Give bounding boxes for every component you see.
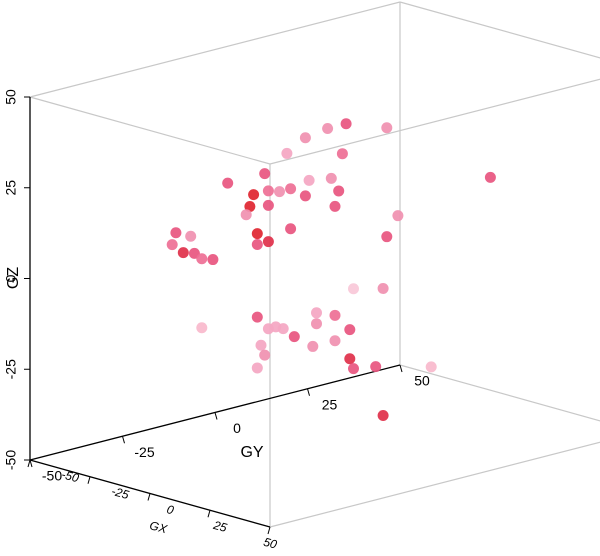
point (244, 200, 256, 212)
point (251, 239, 263, 251)
x-tick (147, 493, 151, 501)
point (381, 231, 393, 243)
point (196, 322, 208, 334)
x-tick (207, 510, 211, 518)
point (274, 186, 285, 198)
x-tick-label: -25 (110, 484, 131, 502)
point (307, 340, 319, 352)
point (259, 168, 271, 180)
point (348, 363, 359, 375)
x-tick-label: -50 (60, 467, 81, 485)
point (196, 253, 208, 265)
point (262, 185, 274, 197)
y-tick (399, 364, 403, 373)
point (381, 122, 393, 134)
x-tick (267, 526, 271, 535)
y-tick (29, 459, 33, 468)
z-tick-label: 50 (3, 89, 19, 105)
point (255, 339, 267, 351)
point (377, 282, 389, 294)
box-edge (399, 364, 600, 422)
point (277, 323, 289, 335)
x-tick-label: 50 (262, 535, 279, 552)
point (344, 353, 356, 365)
point (333, 185, 345, 197)
point (222, 177, 234, 189)
y-tick (214, 412, 218, 420)
y-tick-label: 50 (414, 373, 430, 389)
point (344, 324, 356, 336)
z-axis-label: GZ (5, 267, 22, 289)
y-tick-label: -50 (42, 468, 62, 484)
x-tick (27, 459, 31, 468)
y-tick (122, 436, 125, 444)
point (207, 254, 219, 266)
point (166, 239, 178, 251)
x-axis-label: GX (148, 518, 169, 536)
bounding-box (29, 1, 600, 528)
point (336, 148, 348, 160)
point (177, 247, 189, 259)
point (185, 230, 197, 242)
point (251, 362, 263, 374)
point (425, 361, 437, 373)
point (311, 307, 322, 319)
point (262, 236, 274, 248)
point (329, 200, 341, 212)
x-tick-label: 0 (165, 502, 175, 517)
z-tick-label: -25 (3, 359, 19, 379)
point (285, 183, 297, 195)
point (377, 410, 389, 421)
point (288, 331, 300, 343)
point (348, 283, 359, 295)
point (303, 174, 315, 186)
point (240, 209, 252, 221)
y-tick-label: 25 (322, 396, 338, 412)
point (329, 309, 341, 321)
y-tick-label: 0 (233, 420, 241, 436)
box-edge (29, 96, 271, 165)
point (259, 349, 271, 361)
z-tick-label: 0 (3, 274, 19, 282)
box-edge (399, 1, 600, 59)
point (340, 118, 352, 130)
x-tick-label: 25 (211, 518, 229, 535)
y-tick (307, 388, 310, 396)
point (392, 210, 404, 222)
y-axis-label: GY (240, 444, 263, 461)
y-tick-label: -25 (134, 444, 154, 460)
point (299, 190, 311, 202)
point (322, 122, 334, 134)
point (484, 171, 496, 183)
point (262, 199, 274, 211)
point (251, 311, 263, 323)
point (329, 335, 341, 347)
point (325, 172, 337, 184)
box-edge (29, 1, 401, 98)
point (285, 223, 297, 235)
point (311, 318, 322, 330)
point (248, 189, 260, 201)
point (251, 228, 263, 240)
z-tick-label: 25 (3, 180, 19, 196)
x-tick (87, 476, 91, 484)
z-tick-label: -50 (3, 450, 19, 470)
point (170, 227, 182, 239)
box-edge (269, 78, 600, 165)
point (281, 147, 293, 159)
point (370, 361, 382, 373)
point (299, 132, 311, 144)
box-edge (269, 441, 600, 528)
